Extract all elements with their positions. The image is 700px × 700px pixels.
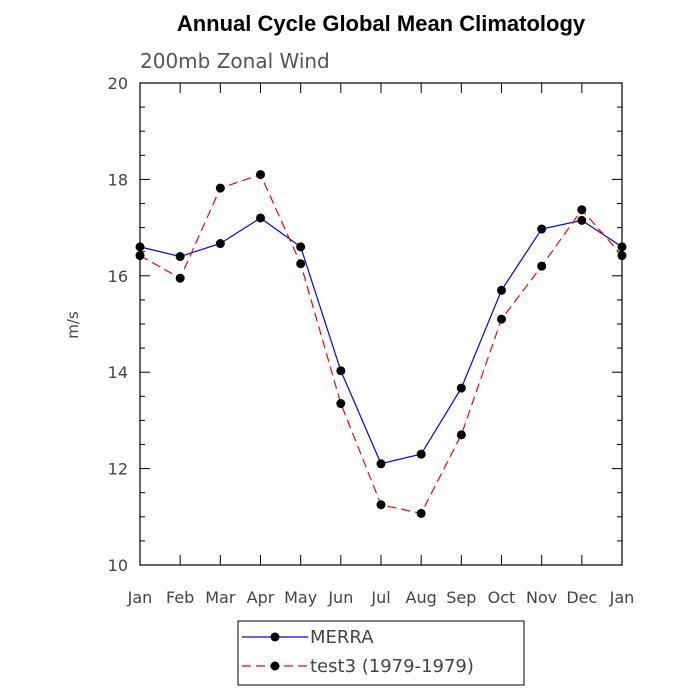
x-tick-label: Dec [566, 588, 597, 607]
x-axis-ticks: Jan Feb Mar Apr May Jun Jul Aug Sep Oct Nov Dec Jan [127, 83, 635, 607]
data-point-0 [175, 252, 185, 262]
plot-border [139, 82, 623, 566]
data-point-1 [617, 251, 627, 261]
data-point-0 [215, 239, 225, 249]
y-axis-label: m/s [64, 311, 82, 339]
data-point-0 [336, 366, 346, 376]
data-point-1 [296, 259, 306, 269]
data-point-1 [215, 183, 225, 193]
data-point-0 [537, 224, 547, 234]
legend: MERRA test3 (1979-1979) [237, 620, 525, 686]
x-tick-label: Apr [247, 588, 275, 607]
data-point-1 [376, 500, 386, 510]
data-point-1 [416, 508, 426, 518]
x-tick-label: Jun [327, 588, 353, 607]
data-point-0 [416, 449, 426, 459]
legend-label-0: MERRA [310, 627, 374, 648]
y-tick-label: 14 [108, 363, 128, 382]
data-point-0 [577, 215, 587, 225]
chart-title: Annual Cycle Global Mean Climatology [177, 11, 586, 36]
data-point-1 [537, 261, 547, 271]
data-point-1 [577, 205, 587, 215]
legend-box [237, 620, 525, 686]
x-tick-label: Aug [406, 588, 437, 607]
data-point-0 [376, 459, 386, 469]
data-point-1 [456, 430, 466, 440]
data-point-1 [497, 314, 506, 324]
y-tick-label: 18 [108, 170, 128, 189]
data-point-0 [296, 242, 306, 252]
x-tick-label: Mar [205, 588, 236, 607]
data-point-1 [135, 251, 145, 261]
plot-frame [139, 82, 623, 566]
series-layer [135, 170, 627, 518]
data-point-0 [256, 213, 265, 223]
data-point-0 [497, 285, 506, 295]
data-point-1 [336, 399, 346, 409]
y-tick-label: 10 [108, 556, 128, 575]
legend-marker-1 [270, 661, 280, 671]
x-tick-label: Feb [166, 588, 194, 607]
data-point-0 [456, 383, 466, 393]
x-tick-label: Sep [446, 588, 476, 607]
y-axis-ticks: 10 12 14 16 18 20 [108, 74, 622, 575]
x-tick-label: May [284, 588, 317, 607]
x-tick-label: Jan [609, 588, 635, 607]
data-point-0 [617, 242, 627, 252]
data-point-1 [175, 273, 185, 283]
x-tick-label: Oct [488, 588, 516, 607]
x-tick-label: Jan [127, 588, 153, 607]
data-point-1 [256, 170, 265, 180]
legend-marker-0 [270, 632, 280, 642]
y-tick-label: 16 [108, 267, 128, 286]
y-tick-label: 12 [108, 460, 128, 479]
x-tick-label: Jul [370, 588, 390, 607]
chart-subtitle: 200mb Zonal Wind [140, 49, 330, 73]
legend-label-1: test3 (1979-1979) [310, 656, 474, 677]
data-point-0 [135, 242, 145, 252]
x-tick-label: Nov [526, 588, 557, 607]
y-tick-label: 20 [108, 74, 128, 93]
